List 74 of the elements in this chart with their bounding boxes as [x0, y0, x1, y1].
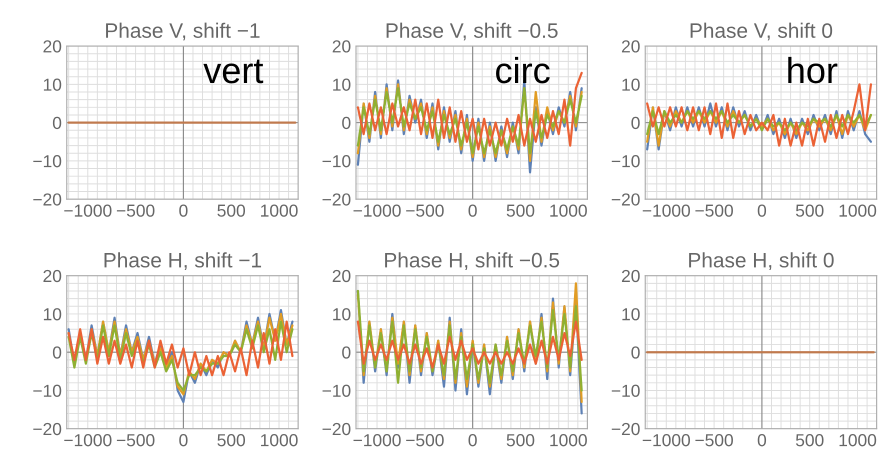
y-tick-label: 10: [44, 78, 62, 91]
y-tick-label: 0: [342, 346, 350, 359]
x-tick-label: 1000: [261, 204, 298, 217]
x-tick-label: 0: [468, 434, 477, 446]
y-tick-label: −10: [612, 155, 640, 168]
annotation: circ: [496, 56, 550, 84]
x-tick-label: −500: [406, 434, 444, 446]
y-tick-label: 0: [631, 116, 640, 130]
x-tick-label: 0: [179, 434, 188, 446]
y-tick-label: 10: [44, 308, 62, 320]
line-series: [646, 110, 872, 136]
y-tick-label: −10: [322, 384, 350, 397]
chart-title: Phase V, shift −1: [106, 22, 260, 40]
x-tick-label: −1000: [64, 204, 112, 217]
x-tick-label: 0: [758, 434, 766, 446]
y-tick-label: −20: [33, 422, 62, 436]
y-tick-label: −10: [612, 384, 640, 397]
x-tick-label: 500: [796, 204, 824, 217]
y-tick-label: −20: [612, 422, 640, 436]
y-tick-label: −10: [33, 155, 62, 168]
x-tick-label: −1000: [354, 434, 401, 446]
chart-title: Phase H, shift −0.5: [385, 252, 560, 270]
annotation: vert: [203, 60, 264, 84]
x-tick-label: −1000: [354, 204, 401, 217]
x-tick-label: 500: [796, 434, 824, 446]
x-tick-label: 0: [179, 204, 188, 217]
y-tick-label: 0: [52, 346, 62, 359]
y-tick-label: 20: [332, 270, 350, 282]
y-tick-label: −10: [33, 384, 62, 397]
y-tick-label: −10: [322, 155, 350, 168]
y-tick-label: 10: [622, 78, 640, 91]
annotation: hor: [788, 56, 838, 84]
line-series: [68, 320, 294, 376]
y-tick-label: 20: [43, 270, 62, 282]
x-tick-label: 1000: [550, 204, 587, 217]
y-tick-label: 20: [332, 40, 350, 53]
y-tick-label: 10: [622, 308, 640, 320]
y-tick-label: 20: [43, 40, 62, 53]
y-tick-label: −20: [612, 193, 640, 206]
y-tick-label: 0: [52, 116, 62, 130]
chart-title: Phase V, shift −0.5: [386, 22, 558, 40]
y-tick-label: 10: [333, 308, 350, 320]
x-tick-label: 0: [468, 204, 477, 217]
line-series: [356, 320, 583, 369]
line-series: [646, 83, 872, 147]
x-tick-label: 500: [506, 434, 534, 446]
x-tick-label: 500: [217, 204, 246, 217]
x-tick-label: −1000: [642, 434, 690, 446]
chart-title: Phase V, shift 0: [690, 22, 832, 40]
chart-title: Phase H, shift 0: [689, 252, 834, 270]
line-series: [356, 290, 583, 392]
y-tick-label: 10: [333, 78, 350, 91]
y-tick-label: −20: [33, 193, 62, 206]
y-tick-label: 0: [342, 116, 350, 130]
x-tick-label: 1000: [550, 434, 587, 446]
x-tick-label: −1000: [642, 204, 690, 217]
x-tick-label: 1000: [840, 434, 876, 446]
x-tick-label: −500: [695, 434, 733, 446]
y-tick-label: 20: [622, 270, 640, 282]
x-tick-label: 0: [758, 204, 766, 217]
x-tick-label: −1000: [64, 434, 112, 446]
x-tick-label: 1000: [261, 434, 298, 446]
x-tick-label: −500: [116, 204, 154, 217]
y-tick-label: −20: [322, 422, 350, 436]
x-tick-label: −500: [695, 204, 733, 217]
x-tick-label: 500: [217, 434, 246, 446]
chart-title: Phase H, shift −1: [104, 252, 262, 270]
y-tick-label: −20: [322, 193, 350, 206]
y-tick-label: 20: [622, 40, 640, 53]
x-tick-label: −500: [406, 204, 444, 217]
x-tick-label: −500: [116, 434, 154, 446]
x-tick-label: 500: [506, 204, 534, 217]
x-tick-label: 1000: [840, 204, 876, 217]
y-tick-label: 0: [631, 346, 640, 359]
